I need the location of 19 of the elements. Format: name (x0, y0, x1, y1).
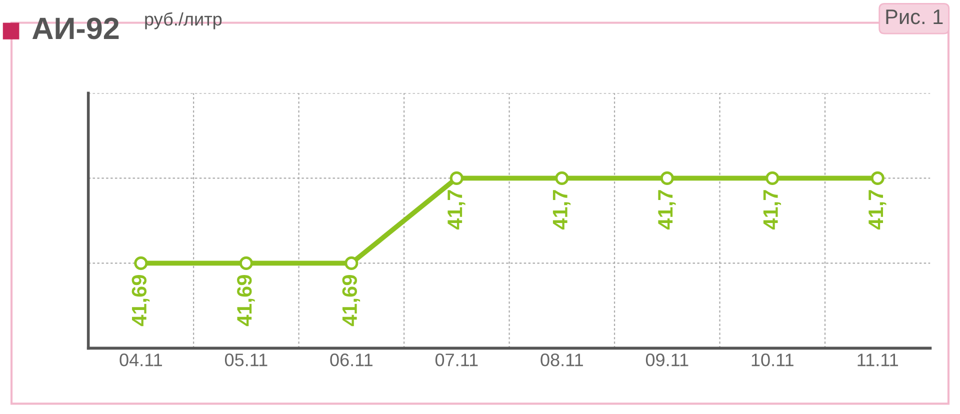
data-label: 41,69 (342, 275, 360, 326)
x-tick-label: 07.11 (435, 354, 478, 366)
x-tick-label: 09.11 (646, 354, 688, 366)
data-label: 41,69 (132, 275, 150, 326)
x-tick-label: 05.11 (224, 354, 268, 366)
text: Рис. 1 (886, 10, 943, 24)
chart-subtitle: руб./литр (145, 12, 222, 30)
x-tick-label: 08.11 (540, 354, 583, 366)
x-tick-label: 04.11 (120, 354, 162, 366)
data-label: 41,7 (552, 190, 571, 230)
chart-title: АИ-92 (32, 18, 119, 40)
x-tick-label: 06.11 (330, 354, 372, 366)
x-tick-label: 11.11 (858, 354, 898, 366)
data-label: 41,7 (658, 190, 676, 230)
data-label: 41,69 (237, 275, 255, 326)
data-label: 41,7 (868, 190, 886, 230)
x-tick-label: 10.11 (752, 354, 794, 366)
data-label: 41,7 (448, 190, 466, 230)
data-label: 41,7 (763, 190, 781, 230)
